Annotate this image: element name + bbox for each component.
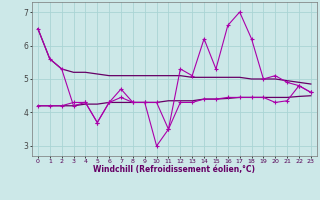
X-axis label: Windchill (Refroidissement éolien,°C): Windchill (Refroidissement éolien,°C) [93, 165, 255, 174]
